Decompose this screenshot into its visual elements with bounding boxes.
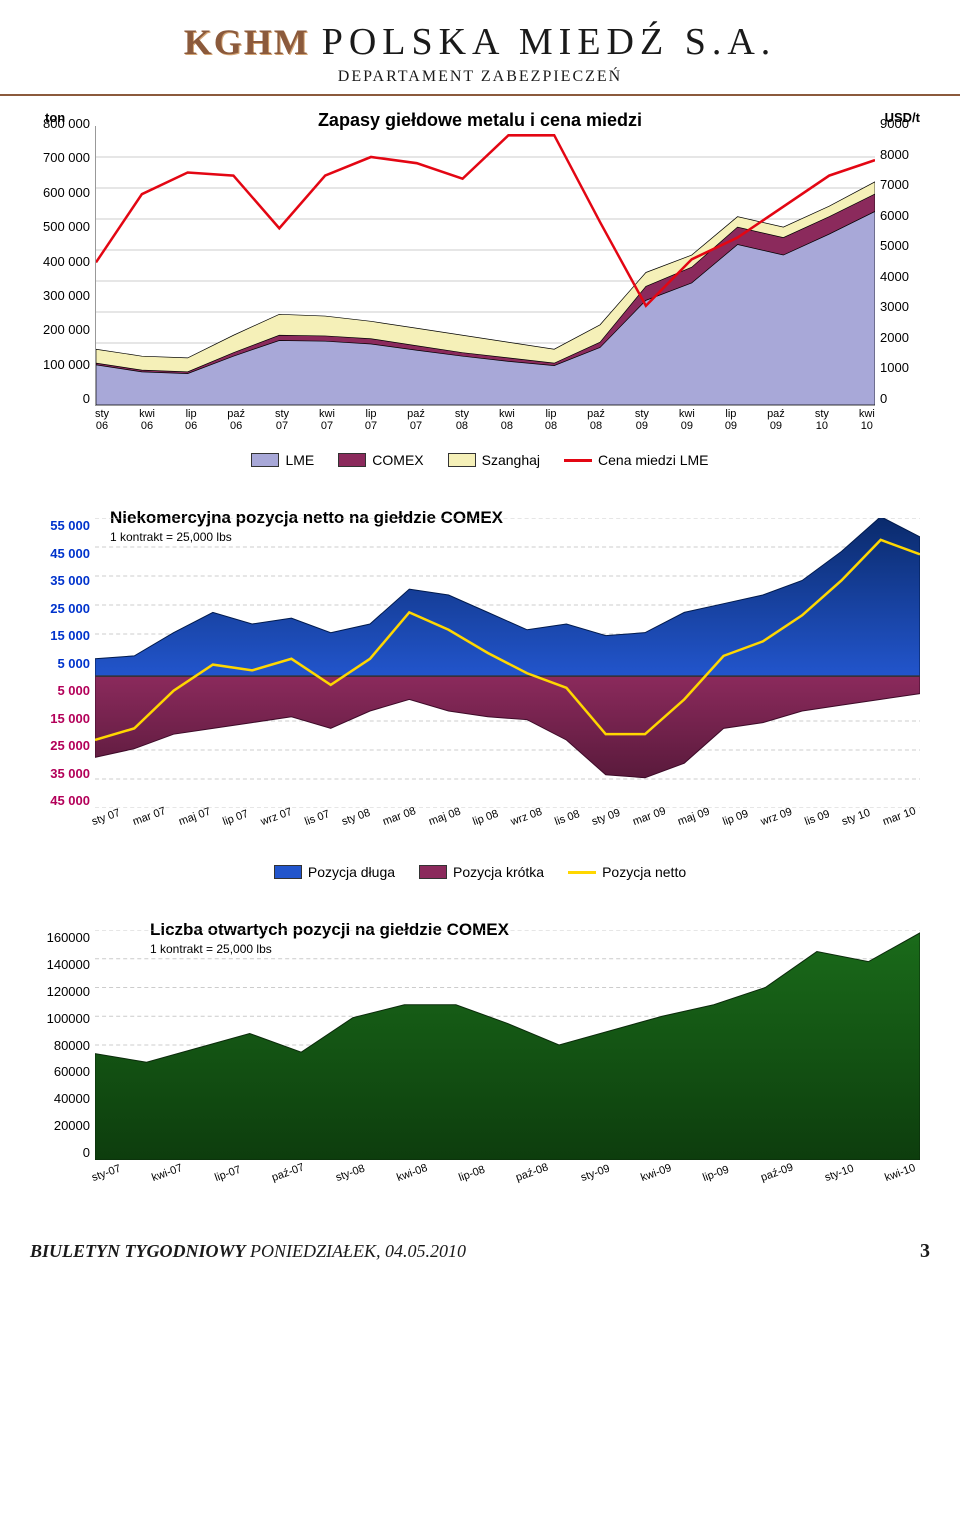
company-name: POLSKA MIEDŹ S.A. xyxy=(322,20,777,64)
chart-comex-positions: Niekomercyjna pozycja netto na giełdzie … xyxy=(30,508,930,880)
chart2-y-axis: 55 00045 00035 00025 00015 0005 0005 000… xyxy=(30,518,90,808)
header-subtitle: DEPARTAMENT ZABEZPIECZEŃ xyxy=(30,68,930,86)
footer-date: PONIEDZIAŁEK, 04.05.2010 xyxy=(250,1241,466,1261)
chart1-y-axis-left: 800 000700 000600 000500 000400 000300 0… xyxy=(30,116,90,406)
chart2-legend: Pozycja długaPozycja krótkaPozycja netto xyxy=(30,864,930,880)
chart3-x-axis: sty-07kwi-07lip-07paź-07sty-08kwi-08lip-… xyxy=(95,1172,920,1200)
chart3-y-axis: 1600001400001200001000008000060000400002… xyxy=(30,930,90,1160)
chart2-x-axis: sty 07mar 07maj 07lip 07wrz 07lis 07sty … xyxy=(95,816,920,844)
page-header: KGHM POLSKA MIEDŹ S.A. DEPARTAMENT ZABEZ… xyxy=(0,0,960,96)
header-title-row: KGHM POLSKA MIEDŹ S.A. xyxy=(30,20,930,64)
chart3-plot xyxy=(95,930,920,1160)
footer-bulletin-bold: BIULETYN TYGODNIOWY xyxy=(30,1241,246,1261)
chart1-y-axis-right: 9000800070006000500040003000200010000 xyxy=(880,116,930,406)
chart1-plot xyxy=(95,126,875,406)
footer-page-number: 3 xyxy=(920,1240,930,1263)
chart2-plot xyxy=(95,518,920,808)
page-footer: BIULETYN TYGODNIOWY PONIEDZIAŁEK, 04.05.… xyxy=(0,1230,960,1273)
logo-text: KGHM xyxy=(184,21,310,63)
footer-bulletin: BIULETYN TYGODNIOWY PONIEDZIAŁEK, 04.05.… xyxy=(30,1241,466,1262)
chart-open-interest: Liczba otwartych pozycji na giełdzie COM… xyxy=(30,920,930,1200)
chart1-legend: LMECOMEXSzanghajCena miedzi LME xyxy=(30,452,930,468)
chart-stocks-price: ton USD/t Zapasy giełdowe metalu i cena … xyxy=(30,116,930,468)
chart1-x-axis: sty06kwi06lip06paź06sty07kwi07lip07paź07… xyxy=(95,408,875,436)
